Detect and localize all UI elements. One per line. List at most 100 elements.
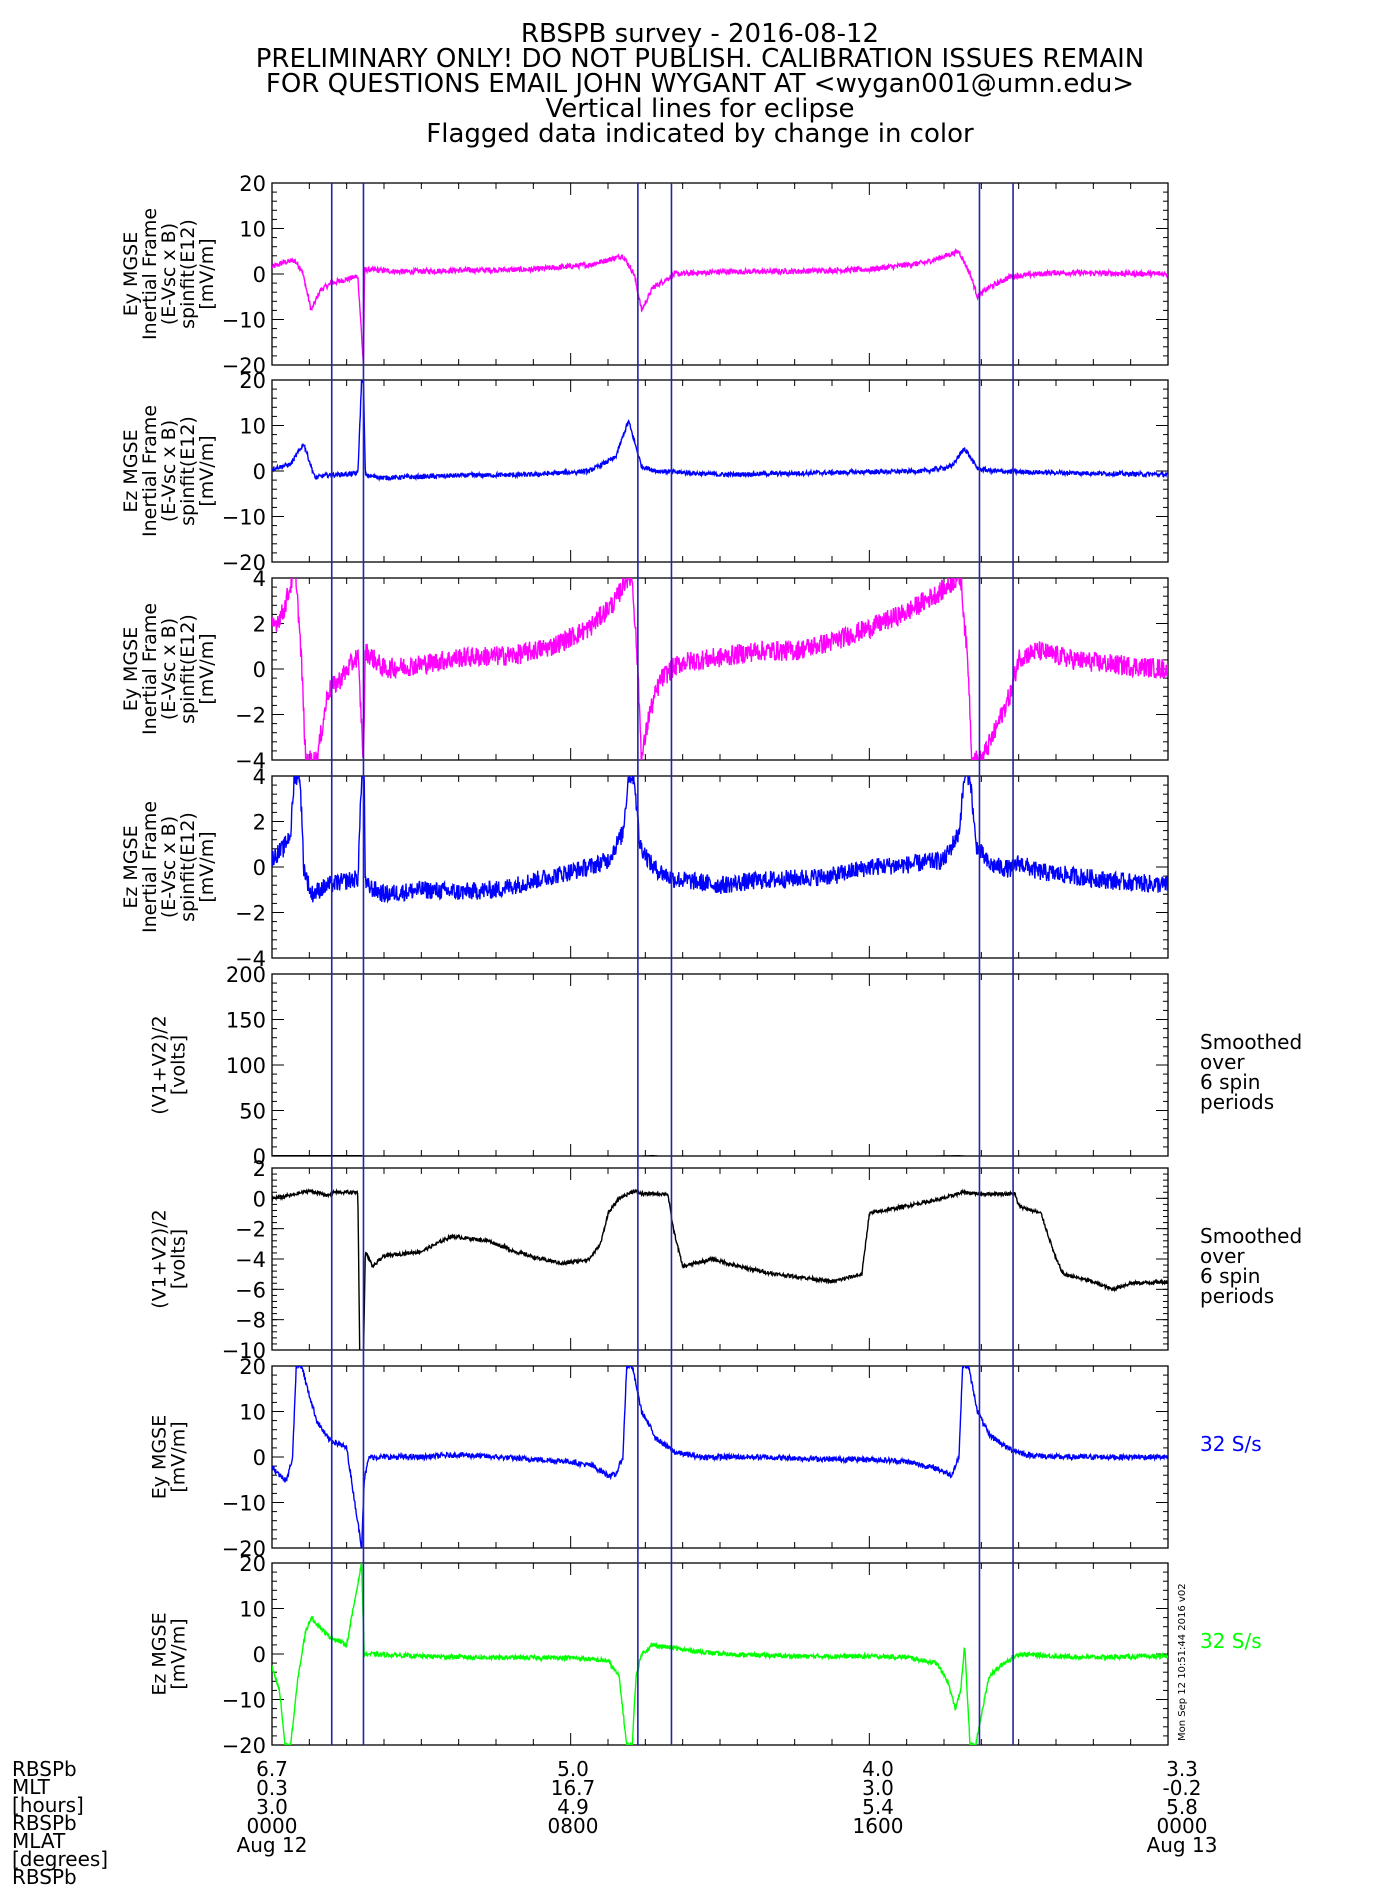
y-tick-label: −20 (222, 551, 266, 575)
y-tick-label: −10 (222, 309, 266, 333)
panel-annotation: Smoothed (1200, 1224, 1302, 1248)
ephemeris-label: MLAT (12, 1829, 66, 1853)
panel-8: 20 10 0 −10 −20 Ez MGSE[mV/m] 32 S/s (149, 1552, 1262, 1758)
y-tick-label: 0 (253, 658, 266, 682)
y-tick-label: −4 (235, 749, 266, 773)
y-axis-label: [mV/m] (196, 238, 218, 309)
ephemeris-value: 16.7 (550, 1776, 596, 1800)
y-axis-label: (V1+V2)/2 (149, 1015, 171, 1114)
y-axis-label: Ez MGSE (120, 429, 142, 512)
y-axis-label: Ey MGSE (149, 1415, 171, 1499)
header-contact: FOR QUESTIONS EMAIL JOHN WYGANT AT <wyga… (265, 69, 1135, 99)
data-series-trace (272, 776, 1168, 904)
y-tick-label: 0 (253, 856, 266, 880)
y-tick-label: 4 (253, 765, 266, 789)
ephemeris-value: 3.0 (862, 1776, 894, 1800)
y-axis-label: Inertial Frame (139, 208, 161, 340)
panel-annotation: 6 spin (1200, 1264, 1260, 1288)
ephemeris-label: RBSPb (12, 1757, 77, 1781)
ephemeris-label: [degrees] (12, 1847, 109, 1871)
y-axis-label: Ey MGSE (120, 627, 142, 711)
y-axis-label: [mV/m] (196, 633, 218, 704)
ephemeris-value: Aug 13 (1146, 1833, 1218, 1857)
y-tick-label: 2 (253, 811, 266, 835)
y-tick-label: −2 (235, 704, 266, 728)
y-axis-label: Inertial Frame (139, 801, 161, 933)
y-tick-label: −4 (235, 1248, 266, 1272)
y-tick-label: 0 (253, 460, 266, 484)
ephemeris-value: -0.2 (1162, 1776, 1202, 1800)
y-axis-label: spinfit(E12) (177, 812, 199, 922)
panel-frame (271, 973, 1169, 1157)
ephemeris-value: Aug 12 (236, 1833, 308, 1857)
data-series-trace (272, 380, 1168, 482)
y-tick-label: 0 (253, 1446, 266, 1470)
panel-annotation: 32 S/s (1200, 1432, 1262, 1456)
y-tick-label: 0 (253, 1643, 266, 1667)
timestamp-stamp: Mon Sep 12 10:51:44 2016 v02 (1177, 1583, 1188, 1741)
ephemeris-value: 5.8 (1166, 1795, 1198, 1819)
y-axis-label: [mV/m] (196, 831, 218, 902)
y-tick-label: 10 (239, 415, 266, 439)
y-tick-label: −6 (235, 1278, 266, 1302)
y-tick-label: 150 (226, 1009, 266, 1033)
y-axis-label: (E-Vsc x B) (158, 420, 180, 522)
ephemeris-value: 6.7 (256, 1757, 288, 1781)
y-axis-label: [mV/m] (168, 1421, 190, 1492)
y-axis-label: (V1+V2)/2 (149, 1209, 171, 1308)
y-tick-label: 0 (253, 1145, 266, 1169)
ephemeris-value: 3.3 (1166, 1757, 1198, 1781)
data-series-trace (272, 248, 1168, 364)
y-tick-label: −20 (222, 1734, 266, 1758)
panel-7: 20 10 0 −10 −20 Ey MGSE[mV/m] 32 S/s (149, 1355, 1262, 1561)
ephemeris-label: MLT (12, 1775, 50, 1799)
y-tick-label: 2 (253, 1157, 266, 1181)
y-axis-label: spinfit(E12) (177, 219, 199, 329)
y-axis-label: Ey MGSE (120, 232, 142, 316)
ephemeris-column: 5.0 16.7 4.9 0800 (533, 1757, 613, 1838)
y-axis-label: Ez MGSE (149, 1612, 171, 1695)
panel-annotation: periods (1200, 1284, 1274, 1308)
y-tick-label: −20 (222, 1537, 266, 1561)
ephemeris-label: [hours] (12, 1793, 84, 1817)
ephemeris-value: 5.4 (862, 1795, 894, 1819)
panel-annotation: over (1200, 1050, 1245, 1074)
y-axis-label: (E-Vsc x B) (158, 816, 180, 918)
y-tick-label: 50 (239, 1100, 266, 1124)
y-tick-label: 10 (239, 1401, 266, 1425)
y-tick-label: 20 (239, 1355, 266, 1379)
ephemeris-value: 0800 (547, 1814, 599, 1838)
y-axis-label: [volts] (168, 1229, 190, 1289)
ephemeris-value: 1600 (852, 1814, 904, 1838)
ephemeris-value: 5.0 (557, 1757, 589, 1781)
y-tick-label: −2 (235, 902, 266, 926)
panel-annotation: over (1200, 1244, 1245, 1268)
data-series-trace (272, 1188, 1168, 1350)
y-axis-label: Inertial Frame (139, 603, 161, 735)
panel-annotation: 6 spin (1200, 1070, 1260, 1094)
data-series-trace (272, 1366, 1168, 1548)
y-tick-label: −4 (235, 947, 266, 971)
y-tick-label: 200 (226, 963, 266, 987)
y-tick-label: 10 (239, 218, 266, 242)
y-tick-label: 100 (226, 1054, 266, 1078)
y-axis-label: [mV/m] (168, 1618, 190, 1689)
y-axis-label: [volts] (168, 1035, 190, 1095)
y-axis-label: Inertial Frame (139, 405, 161, 537)
y-tick-label: −20 (222, 354, 266, 378)
y-tick-label: 10 (239, 1598, 266, 1622)
y-axis-label: spinfit(E12) (177, 614, 199, 724)
y-tick-label: −10 (222, 506, 266, 530)
ephemeris-value: 4.9 (557, 1795, 589, 1819)
data-series-trace (272, 578, 1168, 760)
panel-annotation: Smoothed (1200, 1030, 1302, 1054)
y-tick-label: 20 (239, 1552, 266, 1576)
y-axis-label: spinfit(E12) (177, 416, 199, 526)
y-tick-label: −8 (235, 1309, 266, 1333)
y-tick-label: −2 (235, 1218, 266, 1242)
ephemeris-value: 3.0 (256, 1795, 288, 1819)
ephemeris-column: 4.0 3.0 5.4 1600 (838, 1759, 918, 1838)
y-tick-label: 0 (253, 1187, 266, 1211)
